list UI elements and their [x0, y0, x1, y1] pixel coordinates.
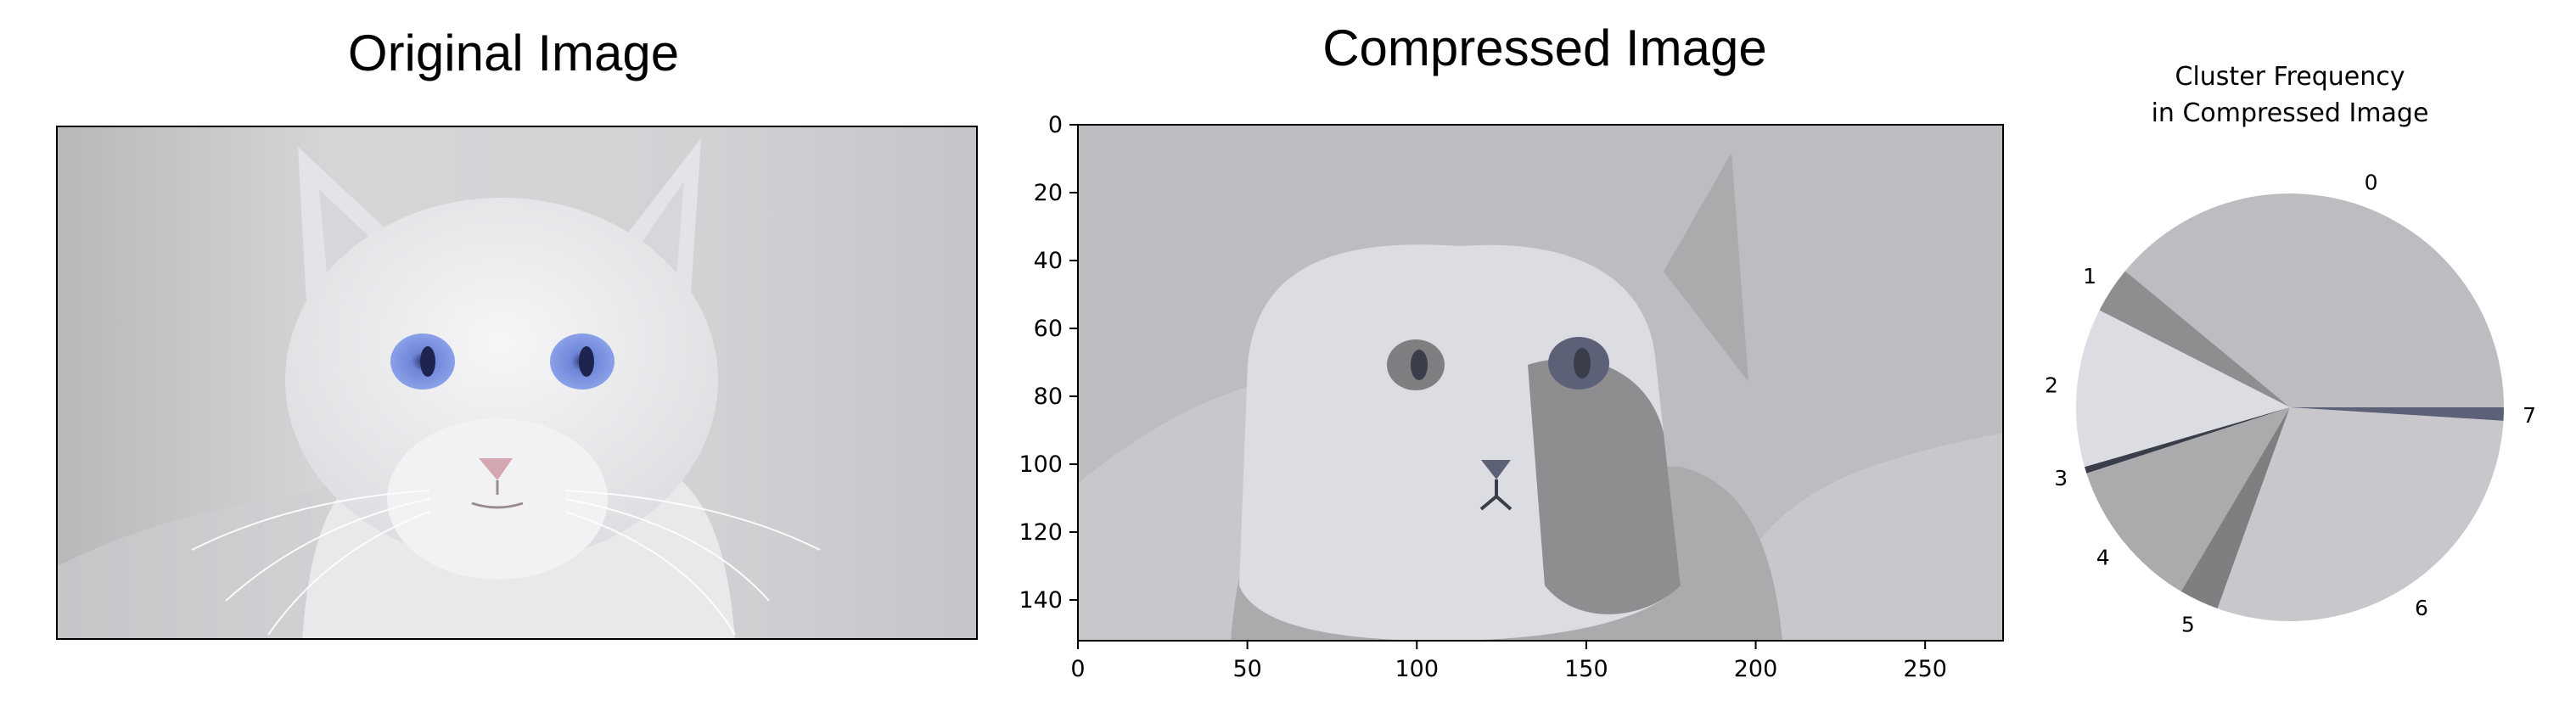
compressed-axes-frame [1077, 124, 2004, 642]
compressed-region-6b [1715, 433, 2003, 641]
compressed-left-pupil [1411, 350, 1428, 380]
compressed-mouth [1479, 479, 1512, 511]
pie-label-7: 7 [2523, 403, 2536, 428]
compressed-region-4-ear [1664, 153, 1748, 382]
compressed-axes: 0 50 100 150 200 250 0 20 40 60 80 100 120 140 [1019, 112, 2004, 682]
pie-label-0: 0 [2365, 170, 2378, 194]
y-tick-label: 140 [1019, 587, 1063, 614]
original-cat-muzzle [387, 418, 608, 580]
pie-label-3: 3 [2054, 466, 2068, 490]
y-tick-label: 80 [1034, 384, 1063, 410]
compressed-right-pupil [1574, 348, 1591, 378]
pie-label-4: 4 [2096, 546, 2110, 570]
pie-title-line-2: in Compressed Image [2152, 98, 2429, 128]
pie-title-line-1: Cluster Frequency [2175, 62, 2405, 92]
pie-slice-7 [2290, 407, 2504, 421]
pie-slice-1 [2099, 271, 2290, 407]
original-whiskers [191, 490, 821, 636]
x-tick-label: 0 [1070, 656, 1085, 682]
original-image-title: Original Image [347, 25, 680, 81]
x-tick-label: 200 [1734, 656, 1778, 682]
pie-slices [2076, 193, 2504, 621]
pie-slice-2 [2076, 310, 2290, 468]
original-cat-head [285, 198, 718, 563]
original-left-pupil [420, 346, 435, 377]
original-image-frame [56, 126, 978, 640]
cluster-frequency-pie: Cluster Frequency in Compressed Image 0 1… [2045, 62, 2536, 636]
y-tick-label: 0 [1048, 112, 1063, 138]
y-tick-label: 120 [1019, 519, 1063, 546]
pie-slice-3 [2085, 407, 2290, 474]
compressed-image-title: Compressed Image [1322, 20, 1767, 76]
compressed-nose [1481, 460, 1511, 479]
x-tick-label: 250 [1903, 656, 1947, 682]
original-cat-mouth [471, 480, 524, 509]
pie-label-5: 5 [2181, 612, 2195, 636]
pie-label-6: 6 [2415, 596, 2428, 620]
pie-slice-5 [2180, 407, 2290, 609]
compressed-image-area [1078, 125, 2003, 641]
original-cat-nose [479, 458, 513, 480]
pie-labels: 0 1 2 3 4 5 6 7 [2045, 170, 2536, 636]
pie-slice-0 [2124, 193, 2504, 407]
original-right-pupil [579, 346, 594, 377]
compressed-image-plot: 0 50 100 150 200 250 0 20 40 60 80 100 120 140 [1019, 112, 2004, 682]
original-image [56, 126, 978, 640]
pie-label-1: 1 [2083, 264, 2096, 289]
pie-label-2: 2 [2045, 373, 2058, 397]
x-tick-label: 50 [1232, 656, 1261, 682]
pie-slice-6 [2217, 407, 2504, 621]
x-tick-label: 150 [1564, 656, 1608, 682]
y-tick-label: 40 [1034, 248, 1063, 274]
compressed-region-1-shade [1528, 358, 1681, 614]
pie-slice-4 [2086, 407, 2290, 591]
y-tick-label: 60 [1034, 316, 1063, 342]
x-tick-label: 100 [1395, 656, 1439, 682]
y-tick-label: 20 [1034, 180, 1063, 206]
y-tick-label: 100 [1019, 451, 1063, 478]
